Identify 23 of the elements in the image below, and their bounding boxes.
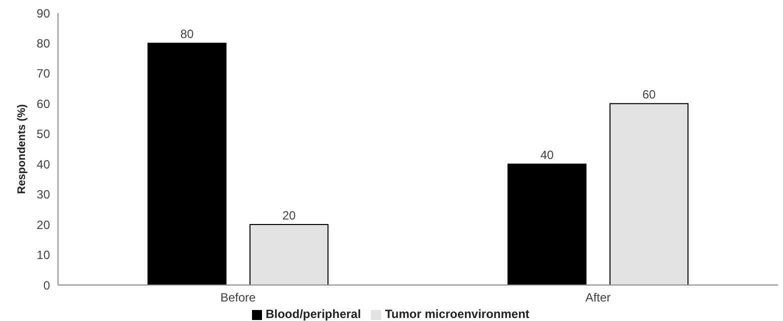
x-tick-label: After	[585, 290, 611, 305]
y-tick-label: 20	[36, 218, 50, 232]
data-label: 20	[282, 208, 296, 223]
y-tick-label: 70	[36, 66, 50, 81]
legend-label: Blood/peripheral	[266, 307, 361, 321]
data-label: 40	[540, 148, 554, 162]
y-tick-label: 60	[36, 96, 50, 111]
data-label: 80	[180, 27, 194, 42]
data-label: 60	[642, 88, 656, 102]
y-tick-label: 40	[36, 157, 50, 172]
y-tick-label: 30	[36, 188, 50, 202]
y-axis-title: Respondents (%)	[16, 104, 28, 194]
legend-label: Tumor microenvironment	[384, 307, 530, 321]
bar	[250, 224, 328, 285]
y-tick-label: 50	[36, 127, 50, 142]
bar	[610, 103, 688, 285]
y-tick-label: 10	[36, 248, 50, 262]
bar	[148, 42, 226, 285]
y-tick-label: 80	[36, 36, 50, 50]
y-tick-label: 0	[43, 278, 50, 292]
bar	[508, 164, 586, 285]
y-tick-label: 90	[36, 6, 50, 20]
x-tick-label: Before	[220, 290, 256, 305]
